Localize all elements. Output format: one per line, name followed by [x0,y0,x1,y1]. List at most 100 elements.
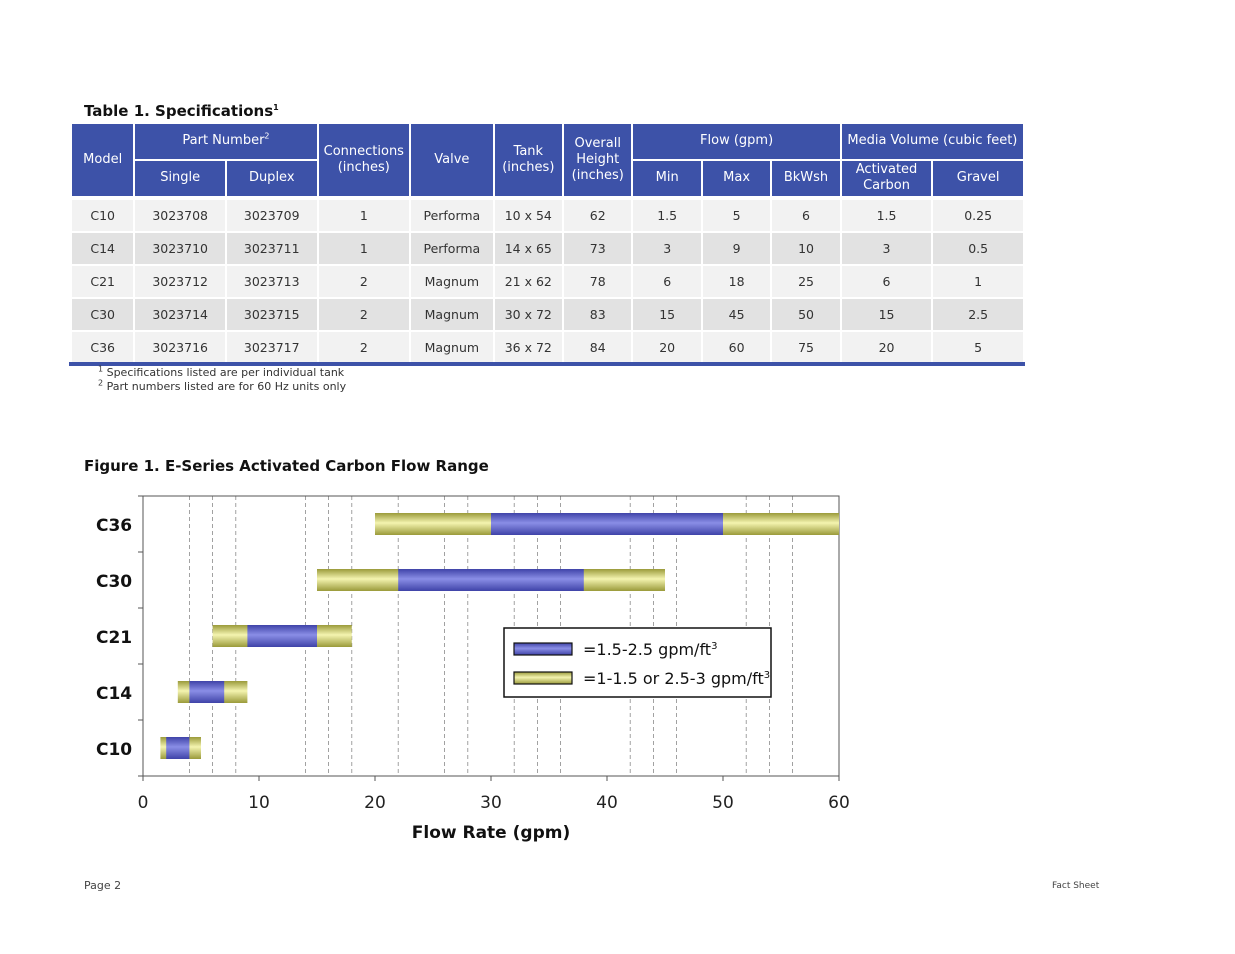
cell-gravel: 1 [933,264,1023,297]
cell-bkwsh: 6 [772,196,840,231]
cell-bkwsh: 25 [772,264,840,297]
cell-duplex: 3023709 [226,196,317,231]
specifications-table: Model Part Number2 Connections (inches) … [70,124,1025,363]
table-title-sup: 1 [273,103,279,112]
table-row: C14 3023710 3023711 1 Performa 14 x 65 7… [72,231,1023,264]
cell-single: 3023708 [135,196,225,231]
x-tick-label: 50 [712,793,734,813]
cell-min: 20 [633,330,701,363]
table-title: Table 1. Specifications1 [84,102,279,120]
header-flow: Flow (gpm) [633,124,840,159]
header-valve: Valve [411,124,493,196]
footnote-2-sup: 2 [98,378,104,388]
header-media-volume: Media Volume (cubic feet) [841,124,1023,159]
y-tick-label: C10 [96,740,132,760]
x-axis-label: Flow Rate (gpm) [412,823,570,843]
x-tick-label: 0 [138,793,149,813]
bar-inner-c10 [166,737,190,759]
header-single: Single [135,158,225,196]
legend-box [503,627,772,698]
footnote-1: 1 Specifications listed are per individu… [98,365,345,379]
cell-bkwsh: 50 [772,297,840,330]
cell-min: 1.5 [633,196,701,231]
x-tick-label: 40 [596,793,618,813]
cell-duplex: 3023715 [226,297,317,330]
cell-model: C10 [72,196,134,231]
cell-height: 62 [564,196,632,231]
y-tick-label: C36 [96,516,132,536]
cell-single: 3023716 [135,330,225,363]
bar-inner-c21 [247,625,317,647]
cell-max: 18 [702,264,771,297]
cell-duplex: 3023711 [226,231,317,264]
y-tick-label: C30 [96,572,132,592]
cell-connections: 1 [318,196,410,231]
bar-inner-c36 [491,513,723,535]
cell-bkwsh: 75 [772,330,840,363]
x-tick-label: 60 [828,793,850,813]
header-max: Max [702,158,771,196]
header-duplex: Duplex [226,158,317,196]
header-connections: Connections (inches) [318,124,410,196]
footnote-1-text: Specifications listed are per individual… [106,366,345,379]
cell-max: 45 [702,297,771,330]
x-tick-label: 10 [248,793,270,813]
cell-carbon: 20 [841,330,932,363]
page-number: Page 2 [84,879,122,892]
cell-gravel: 5 [933,330,1023,363]
cell-model: C21 [72,264,134,297]
x-tick-label: 20 [364,793,386,813]
cell-gravel: 0.25 [933,196,1023,231]
cell-tank: 10 x 54 [494,196,563,231]
cell-carbon: 15 [841,297,932,330]
bar-inner-c14 [189,681,225,703]
cell-valve: Magnum [411,330,493,363]
legend-swatch [513,671,573,685]
x-tick-label: 30 [480,793,502,813]
cell-height: 73 [564,231,632,264]
cell-model: C36 [72,330,134,363]
header-part-number-text: Part Number [182,133,265,149]
cell-single: 3023710 [135,231,225,264]
cell-max: 5 [702,196,771,231]
cell-height: 84 [564,330,632,363]
cell-max: 60 [702,330,771,363]
cell-min: 3 [633,231,701,264]
cell-model: C14 [72,231,134,264]
header-min: Min [633,158,701,196]
cell-model: C30 [72,297,134,330]
cell-valve: Magnum [411,264,493,297]
cell-gravel: 0.5 [933,231,1023,264]
legend-label: =1.5-2.5 gpm/ft3 [583,640,717,659]
header-overall-height: Overall Height (inches) [564,124,632,196]
header-model: Model [72,124,134,196]
cell-height: 78 [564,264,632,297]
cell-single: 3023712 [135,264,225,297]
figure-title: Figure 1. E-Series Activated Carbon Flow… [84,457,489,475]
bar-inner-c30 [398,569,584,591]
cell-bkwsh: 10 [772,231,840,264]
cell-connections: 1 [318,231,410,264]
cell-gravel: 2.5 [933,297,1023,330]
cell-duplex: 3023713 [226,264,317,297]
cell-valve: Performa [411,196,493,231]
table-row: C10 3023708 3023709 1 Performa 10 x 54 6… [72,196,1023,231]
cell-carbon: 6 [841,264,932,297]
cell-duplex: 3023717 [226,330,317,363]
cell-valve: Magnum [411,297,493,330]
y-tick-label: C21 [96,628,132,648]
cell-tank: 36 x 72 [494,330,563,363]
header-bkwsh: BkWsh [772,158,840,196]
table-title-text: Table 1. Specifications [84,102,274,120]
cell-max: 9 [702,231,771,264]
header-part-number: Part Number2 [135,124,317,159]
table-bottom-rule [69,362,1025,366]
legend-label: =1-1.5 or 2.5-3 gpm/ft3 [583,669,770,688]
y-tick-label: C14 [96,684,132,704]
legend-swatch [513,642,573,656]
cell-connections: 2 [318,297,410,330]
cell-single: 3023714 [135,297,225,330]
header-tank: Tank (inches) [494,124,563,196]
header-activated-carbon: Activated Carbon [841,158,932,196]
